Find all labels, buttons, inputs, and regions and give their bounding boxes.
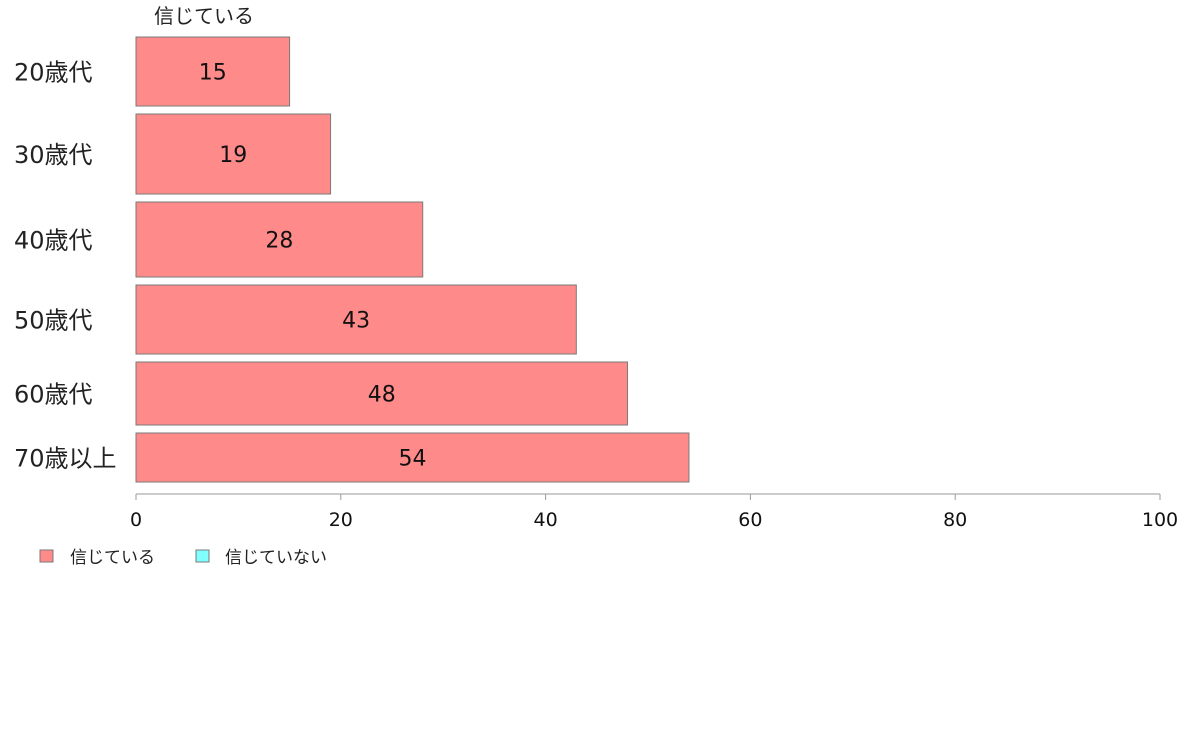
- legend-label-2: 信じていない: [225, 548, 327, 568]
- bar-value-label: 43: [342, 309, 370, 334]
- bar-value-label: 48: [368, 383, 396, 408]
- category-label: 40歳代: [14, 227, 93, 255]
- x-tick-label: 60: [738, 509, 762, 531]
- legend-swatch-2: [195, 549, 210, 563]
- category-labels: 20歳代 30歳代 40歳代 50歳代 60歳代 70歳以上: [14, 59, 117, 473]
- x-tick-label: 40: [534, 509, 558, 531]
- legend-label-1: 信じている: [70, 548, 155, 568]
- x-tick-label: 0: [130, 509, 142, 531]
- bar-value-label: 19: [219, 143, 247, 168]
- bar-6: [135, 432, 690, 483]
- legend-swatch-1: [39, 549, 54, 563]
- category-label: 20歳代: [14, 59, 93, 87]
- category-label: 60歳代: [14, 381, 93, 409]
- category-label: 30歳代: [14, 141, 93, 169]
- bar-5: [135, 361, 629, 426]
- series-top-label: 信じている: [154, 4, 254, 28]
- bar-3: [135, 201, 424, 278]
- category-label: 70歳以上: [14, 445, 117, 473]
- bar-value-label: 28: [265, 229, 293, 254]
- x-tick-label: 100: [1142, 509, 1178, 531]
- bar-4: [135, 284, 577, 355]
- bar-1: [135, 36, 291, 107]
- category-label: 50歳代: [14, 307, 93, 335]
- bar-value-label: 15: [199, 61, 227, 86]
- x-axis: 0 20 40 60 80 100: [130, 493, 1178, 531]
- x-tick-label: 80: [943, 509, 967, 531]
- legend: 信じている 信じていない: [39, 548, 327, 568]
- x-tick-label: 20: [329, 509, 353, 531]
- bars-group: 15 19 28 43 48 54: [135, 36, 690, 483]
- bar-2: [135, 113, 332, 195]
- bar-value-label: 54: [398, 447, 426, 472]
